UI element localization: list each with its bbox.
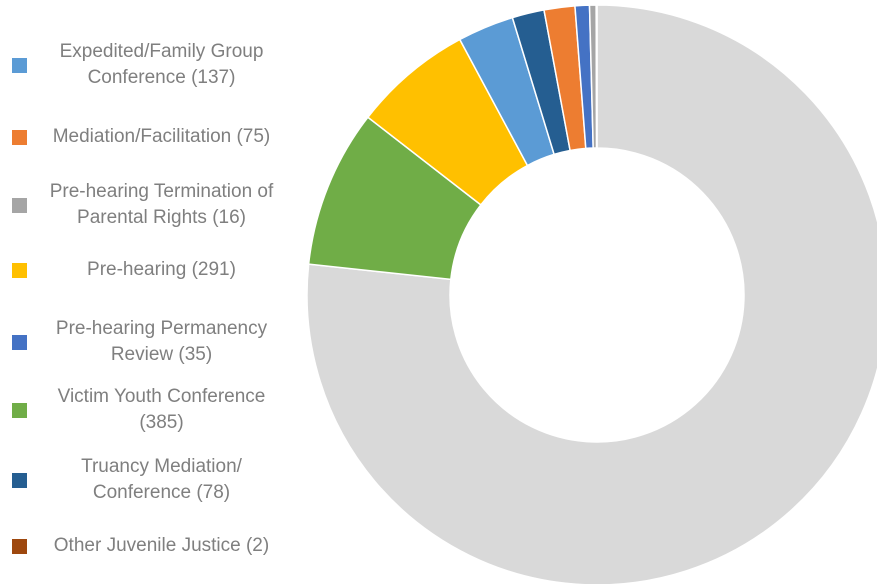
legend-label: Expedited/Family Group Conference (137) <box>59 41 264 88</box>
donut-slice <box>306 4 877 584</box>
legend-swatch <box>12 57 27 73</box>
legend-entry: Victim Youth Conference (385) <box>0 384 290 436</box>
legend-label: Other Juvenile Justice (2) <box>53 535 270 556</box>
legend-entry: Pre-hearing Termination of Parental Righ… <box>0 179 290 231</box>
legend-entry: Mediation/Facilitation (75) <box>0 124 290 150</box>
legend-label: Truancy Mediation/ Conference (78) <box>81 456 242 503</box>
legend-entry: Pre-hearing (291) <box>0 257 290 283</box>
legend-entry: Truancy Mediation/ Conference (78) <box>0 454 290 506</box>
legend-label: Victim Youth Conference (385) <box>57 386 266 433</box>
legend-entry: Pre-hearing Permanency Review (35) <box>0 316 290 368</box>
legend-swatch <box>12 538 27 554</box>
legend-swatch <box>12 402 27 418</box>
legend-label: Pre-hearing Permanency Review (35) <box>55 318 268 365</box>
legend-entry: Expedited/Family Group Conference (137) <box>0 39 290 91</box>
legend-entry: Other Juvenile Justice (2) <box>0 533 290 559</box>
legend-label: Pre-hearing Termination of Parental Righ… <box>49 181 274 228</box>
legend-swatch <box>12 334 27 350</box>
donut-slice <box>595 4 598 149</box>
legend-swatch <box>12 262 27 278</box>
legend-swatch <box>12 197 27 213</box>
legend-swatch <box>12 129 27 145</box>
legend-swatch <box>12 472 27 488</box>
legend-label: Pre-hearing (291) <box>87 259 236 280</box>
legend-label: Mediation/Facilitation (75) <box>52 126 271 147</box>
